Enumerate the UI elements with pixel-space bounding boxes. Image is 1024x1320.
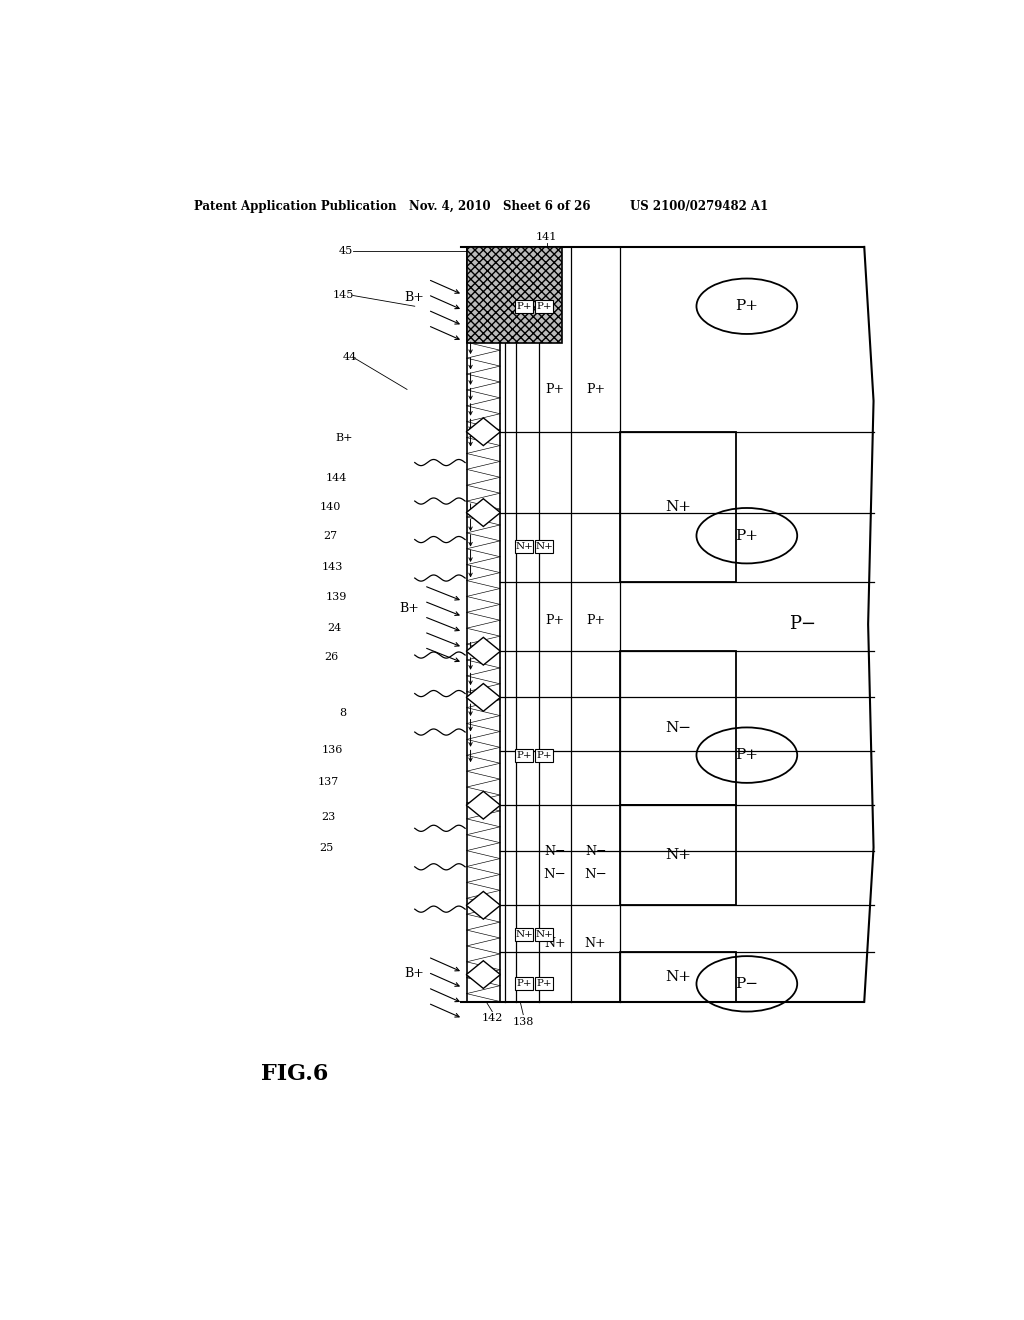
Text: 140: 140 [319, 502, 341, 512]
Bar [515, 300, 534, 313]
Text: B+: B+ [335, 433, 352, 444]
Text: Nov. 4, 2010   Sheet 6 of 26: Nov. 4, 2010 Sheet 6 of 26 [409, 199, 590, 213]
Text: 145: 145 [333, 290, 354, 301]
Bar [621, 651, 736, 805]
Text: P+: P+ [586, 614, 605, 627]
Text: 8: 8 [339, 708, 346, 718]
Text: 138: 138 [513, 1016, 534, 1027]
Text: FIG.6: FIG.6 [261, 1063, 329, 1085]
Text: N+: N+ [515, 931, 532, 939]
Polygon shape [466, 418, 501, 446]
Text: N+: N+ [515, 543, 532, 550]
Polygon shape [466, 684, 501, 711]
Text: N−: N− [585, 845, 606, 858]
Text: N+: N+ [666, 500, 691, 513]
Bar [535, 928, 554, 941]
Polygon shape [466, 792, 501, 818]
Text: 44: 44 [342, 352, 356, 362]
Text: P−: P− [788, 615, 816, 634]
Text: 136: 136 [323, 744, 343, 755]
Text: 141: 141 [536, 231, 557, 242]
Bar [515, 748, 534, 762]
Text: B+: B+ [404, 966, 425, 979]
Text: P+: P+ [516, 979, 531, 989]
Text: 24: 24 [327, 623, 341, 634]
Text: 143: 143 [323, 561, 343, 572]
Bar [535, 748, 554, 762]
Text: 26: 26 [325, 652, 339, 663]
Text: P+: P+ [735, 748, 759, 762]
Text: 45: 45 [339, 246, 352, 256]
Text: US 2100/0279482 A1: US 2100/0279482 A1 [630, 199, 768, 213]
Polygon shape [466, 891, 501, 919]
Bar [515, 540, 534, 553]
Text: N−: N− [544, 869, 566, 880]
Text: N−: N− [666, 721, 691, 735]
Text: N+: N+ [666, 969, 691, 983]
Text: P+: P+ [586, 383, 605, 396]
Bar [535, 977, 554, 990]
Text: N+: N+ [544, 937, 566, 950]
Polygon shape [466, 499, 501, 527]
Bar [621, 432, 736, 582]
Text: 144: 144 [326, 473, 346, 483]
Text: 139: 139 [326, 593, 346, 602]
Bar [621, 952, 736, 1002]
Text: P+: P+ [735, 529, 759, 543]
Text: B+: B+ [404, 290, 425, 304]
Text: N+: N+ [585, 937, 606, 950]
Text: P+: P+ [546, 614, 564, 627]
Text: P−: P− [735, 977, 759, 991]
Text: P+: P+ [537, 302, 552, 310]
Polygon shape [466, 638, 501, 665]
Text: N+: N+ [536, 931, 553, 939]
Text: N−: N− [545, 845, 566, 858]
Text: P+: P+ [735, 300, 759, 313]
Text: P+: P+ [537, 751, 552, 759]
Bar [535, 300, 554, 313]
Text: P+: P+ [516, 302, 531, 310]
Bar [515, 977, 534, 990]
Text: N+: N+ [536, 543, 553, 550]
Text: 27: 27 [324, 531, 337, 541]
Bar [467, 247, 562, 343]
Text: 137: 137 [317, 777, 339, 787]
Bar [621, 805, 736, 906]
Polygon shape [466, 961, 501, 989]
Text: N−: N− [584, 869, 606, 880]
Text: B+: B+ [399, 602, 419, 615]
Bar [515, 928, 534, 941]
Text: N+: N+ [666, 849, 691, 862]
Text: 23: 23 [322, 812, 336, 822]
Text: P+: P+ [546, 383, 564, 396]
Text: 142: 142 [481, 1014, 503, 1023]
Bar [535, 540, 554, 553]
Text: P+: P+ [516, 751, 531, 759]
Text: Patent Application Publication: Patent Application Publication [194, 199, 396, 213]
Text: P+: P+ [537, 979, 552, 989]
Text: 25: 25 [319, 842, 334, 853]
